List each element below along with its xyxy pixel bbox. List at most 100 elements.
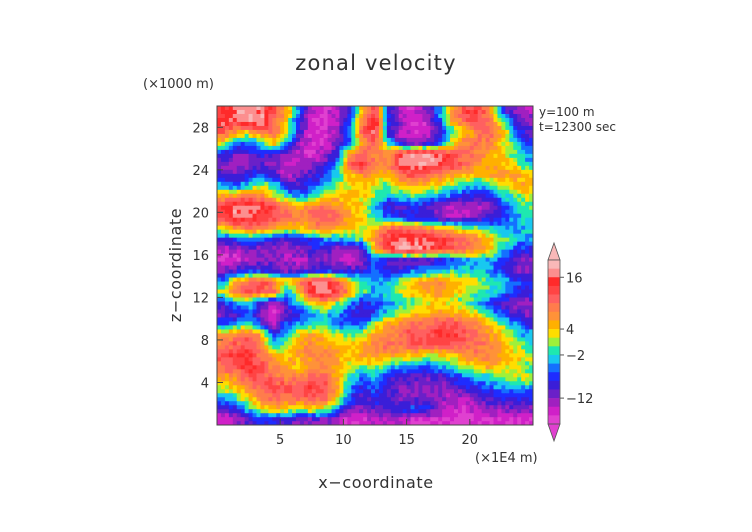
field-cell	[236, 293, 242, 298]
field-cell	[497, 173, 502, 179]
field-cell	[418, 341, 423, 346]
field-cell	[434, 189, 439, 195]
field-cell	[299, 285, 305, 290]
field-cell	[525, 169, 530, 175]
field-cell	[359, 129, 364, 135]
field-cell	[493, 325, 498, 330]
field-cell	[398, 229, 404, 235]
field-cell	[331, 353, 336, 358]
field-cell	[240, 129, 246, 135]
field-cell	[509, 301, 514, 306]
field-cell	[473, 173, 479, 179]
field-cell	[454, 181, 459, 187]
field-cell	[375, 297, 380, 302]
field-cell	[501, 277, 506, 282]
field-cell	[509, 109, 514, 115]
field-cell	[414, 121, 419, 127]
field-cell	[473, 153, 479, 159]
field-cell	[386, 121, 392, 127]
field-cell	[493, 113, 498, 119]
field-cell	[446, 137, 451, 143]
field-cell	[323, 129, 328, 135]
field-cell	[343, 333, 348, 338]
field-cell	[359, 297, 364, 302]
field-cell	[272, 249, 277, 255]
field-cell	[454, 149, 459, 155]
field-cell	[465, 237, 471, 243]
field-cell	[430, 233, 435, 239]
field-cell	[323, 233, 328, 239]
field-cell	[299, 133, 305, 139]
field-cell	[331, 333, 336, 338]
field-cell	[244, 157, 249, 163]
field-cell	[485, 261, 490, 266]
field-cell	[402, 289, 407, 294]
field-cell	[307, 201, 313, 207]
field-cell	[489, 253, 494, 259]
field-cell	[284, 185, 289, 191]
field-cell	[461, 129, 467, 135]
field-cell	[327, 193, 332, 199]
field-cell	[303, 137, 309, 143]
field-cell	[497, 321, 502, 326]
field-cell	[220, 209, 226, 215]
field-cell	[375, 221, 380, 227]
field-cell	[343, 106, 348, 111]
field-cell	[505, 253, 510, 259]
field-cell	[217, 193, 222, 199]
field-cell	[497, 225, 502, 231]
field-cell	[481, 269, 486, 274]
field-cell	[378, 113, 384, 119]
field-cell	[477, 349, 483, 354]
field-cell	[339, 237, 344, 243]
field-cell	[296, 349, 301, 354]
field-cell	[303, 217, 309, 223]
field-cell	[323, 305, 328, 310]
field-cell	[355, 205, 360, 211]
field-cell	[438, 221, 443, 227]
field-cell	[497, 245, 502, 251]
field-cell	[335, 225, 340, 231]
field-cell	[217, 109, 222, 115]
field-cell	[240, 245, 246, 251]
field-cell	[315, 233, 321, 239]
field-cell	[422, 341, 427, 346]
field-cell	[386, 265, 392, 270]
field-cell	[402, 205, 407, 211]
field-cell	[240, 353, 246, 358]
field-cell	[224, 109, 230, 115]
field-cell	[426, 233, 431, 239]
field-cell	[319, 297, 325, 302]
field-cell	[430, 317, 435, 322]
field-cell	[232, 253, 238, 259]
field-cell	[299, 289, 305, 294]
field-cell	[501, 125, 506, 131]
field-cell	[418, 305, 423, 310]
field-cell	[430, 213, 435, 219]
field-cell	[323, 245, 328, 251]
field-cell	[367, 153, 372, 159]
field-cell	[367, 297, 372, 302]
field-cell	[450, 321, 455, 326]
field-cell	[382, 277, 388, 282]
field-cell	[307, 257, 313, 263]
field-cell	[375, 241, 380, 247]
field-cell	[256, 225, 261, 231]
field-cell	[347, 261, 352, 266]
field-cell	[394, 125, 400, 131]
field-cell	[501, 106, 506, 111]
field-cell	[292, 181, 297, 187]
field-cell	[224, 117, 230, 123]
field-cell	[481, 169, 486, 175]
field-cell	[402, 165, 407, 171]
field-cell	[355, 313, 360, 318]
field-cell	[335, 133, 340, 139]
field-cell	[244, 141, 249, 147]
field-cell	[386, 329, 392, 334]
field-cell	[438, 305, 443, 310]
field-cell	[260, 241, 265, 247]
field-cell	[252, 277, 257, 282]
field-cell	[339, 181, 344, 187]
field-cell	[315, 209, 321, 215]
field-cell	[434, 293, 439, 298]
